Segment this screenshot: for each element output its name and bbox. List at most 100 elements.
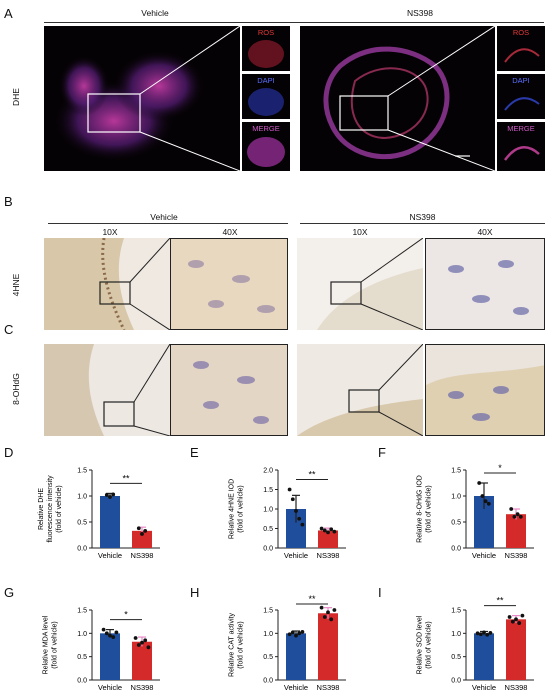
data-point bbox=[322, 615, 327, 619]
y-tick-label: 0.5 bbox=[263, 654, 273, 661]
chart-d: Relative DHE fluorescence intensity (fold … bbox=[38, 468, 160, 560]
chart-f: Relative 8-OHdG IOD (fold of vehicle) 0.0 0… bbox=[417, 463, 534, 560]
y-tick-label: 1.0 bbox=[451, 631, 461, 638]
y-tick-label: 1.0 bbox=[77, 631, 87, 638]
data-point bbox=[515, 512, 520, 517]
data-point bbox=[111, 492, 116, 497]
rule-ns398-b bbox=[300, 223, 545, 224]
data-point bbox=[319, 605, 324, 610]
panel-label-a: A bbox=[4, 6, 13, 21]
data-point bbox=[297, 631, 302, 636]
header-vehicle-b: Vehicle bbox=[150, 212, 178, 222]
vehicle-ros-label: ROS bbox=[257, 28, 275, 37]
bar-ns398 bbox=[132, 530, 152, 548]
x-tick-label: Vehicle bbox=[472, 551, 496, 560]
data-point bbox=[104, 493, 109, 497]
data-point bbox=[322, 528, 327, 533]
x-tick-label: Vehicle bbox=[284, 683, 308, 692]
data-point bbox=[300, 630, 305, 634]
ns398-dhe-image bbox=[300, 26, 495, 171]
x-tick-label: Vehicle bbox=[98, 551, 122, 560]
y-tick-label: 1.0 bbox=[77, 494, 87, 501]
vehicle-8ohdg-40x-image bbox=[170, 344, 288, 436]
vehicle-4hne-40x-image bbox=[170, 238, 288, 330]
rule-vehicle-b bbox=[48, 223, 288, 224]
data-point bbox=[287, 487, 292, 492]
panel-label-b: B bbox=[4, 194, 13, 209]
data-point bbox=[486, 501, 491, 506]
panel-label-h: H bbox=[190, 585, 200, 600]
bar-ns398 bbox=[506, 619, 526, 680]
significance-label: ** bbox=[496, 596, 504, 606]
y-tick-label: 1.5 bbox=[77, 468, 87, 475]
chart-e: Relative 4HNE IOD (fold of vehicle) 0.0 0.5… bbox=[229, 468, 346, 560]
bar-ns398 bbox=[318, 530, 338, 548]
x-tick-label: NS398 bbox=[131, 683, 154, 692]
x-tick-label: NS398 bbox=[317, 683, 340, 692]
bar-vehicle bbox=[100, 496, 120, 548]
data-point bbox=[104, 631, 109, 636]
ns398-4hne-10x-image bbox=[297, 238, 423, 330]
significance-label: ** bbox=[308, 594, 316, 604]
mag-10x-ns398: 10X bbox=[352, 227, 368, 237]
chart-g: Relative MDA level (fold of vehicle) 0.0 0.… bbox=[43, 608, 160, 692]
mag-40x-ns398: 40X bbox=[477, 227, 493, 237]
vehicle-8ohdg-10x-image bbox=[44, 344, 170, 436]
data-point bbox=[297, 516, 302, 521]
y-tick-label: 0.5 bbox=[77, 654, 87, 661]
vehicle-ros-channel: ROS bbox=[242, 26, 290, 71]
data-point bbox=[101, 627, 106, 632]
chart-i: Relative SOD level (fold of vehicle) 0.0 0.… bbox=[417, 596, 534, 692]
ns398-8ohdg-10x-image bbox=[297, 344, 423, 436]
data-point bbox=[133, 636, 138, 640]
y-tick-label: 0.0 bbox=[451, 678, 461, 685]
y-tick-label: 1.5 bbox=[77, 608, 87, 615]
y-tick-label: 0.0 bbox=[77, 546, 87, 553]
ns398-merge-label: MERGE bbox=[507, 124, 535, 133]
panel-label-g: G bbox=[4, 585, 15, 600]
chart-h: Relative CAT activity (fold of vehicle) 0.… bbox=[229, 594, 346, 692]
data-point bbox=[510, 619, 515, 624]
data-point bbox=[294, 509, 298, 513]
row-label-dhe: DHE bbox=[11, 88, 21, 106]
y-tick-label: 0.5 bbox=[263, 526, 273, 533]
y-axis-label: (fold of vehicle) bbox=[238, 621, 245, 668]
data-point bbox=[329, 527, 334, 532]
y-tick-label: 2.0 bbox=[263, 468, 273, 475]
mag-10x-vehicle: 10X bbox=[102, 227, 118, 237]
y-axis-label: Relative 8-OHdG IOD bbox=[417, 475, 424, 543]
x-tick-label: NS398 bbox=[131, 551, 154, 560]
data-point bbox=[326, 610, 330, 615]
significance-label: ** bbox=[122, 473, 130, 483]
y-axis-label: Relative CAT activity bbox=[229, 613, 236, 677]
bar-ns398 bbox=[506, 514, 526, 548]
data-point bbox=[140, 532, 144, 536]
significance-label: ** bbox=[308, 470, 316, 480]
y-tick-label: 0.0 bbox=[451, 546, 461, 553]
y-axis-label: Relative MDA level bbox=[43, 615, 50, 674]
data-point bbox=[108, 633, 112, 638]
row-label-8ohdg: 8-OHdG bbox=[11, 373, 21, 405]
data-point bbox=[477, 481, 482, 485]
y-tick-label: 1.5 bbox=[451, 608, 461, 615]
y-tick-label: 0.5 bbox=[77, 520, 87, 527]
panel-label-c: C bbox=[4, 322, 14, 337]
panel-label-i: I bbox=[378, 585, 382, 600]
panel-label-d: D bbox=[4, 445, 14, 460]
y-tick-label: 1.5 bbox=[451, 468, 461, 475]
vehicle-4hne-10x-image bbox=[44, 238, 170, 330]
y-axis-label: (fold of vehicle) bbox=[56, 485, 63, 532]
bar-ns398 bbox=[318, 613, 338, 680]
y-tick-label: 1.0 bbox=[263, 507, 273, 514]
data-point bbox=[520, 613, 525, 618]
vehicle-dapi-label: DAPI bbox=[257, 76, 275, 85]
panel-label-f: F bbox=[378, 445, 386, 460]
data-point bbox=[290, 497, 295, 502]
y-tick-label: 0.0 bbox=[263, 546, 273, 553]
data-point bbox=[319, 526, 324, 531]
data-point bbox=[290, 630, 295, 635]
x-tick-label: NS398 bbox=[505, 551, 528, 560]
data-point bbox=[326, 530, 330, 535]
y-axis-label: fluorescence intensity bbox=[47, 475, 54, 543]
ns398-dapi-channel: DAPI bbox=[497, 74, 545, 119]
